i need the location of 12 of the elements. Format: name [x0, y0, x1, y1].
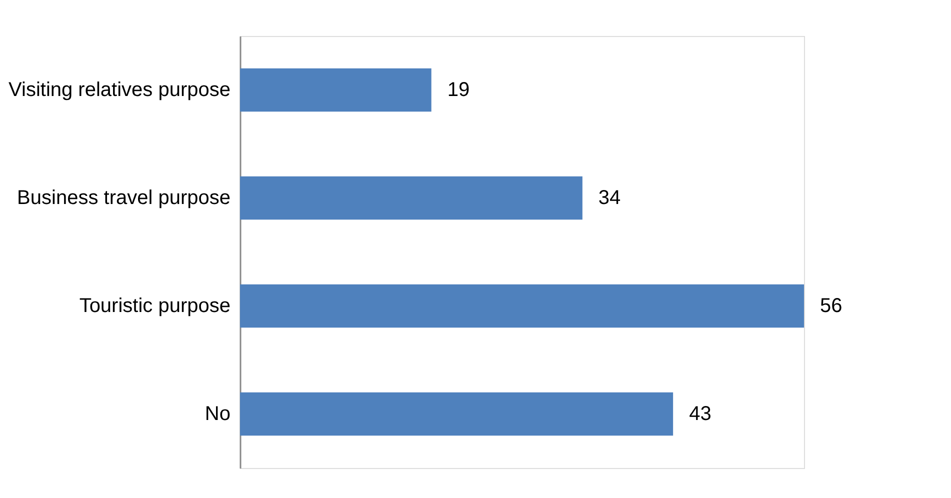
bar: [240, 284, 804, 328]
y-tick-label: Visiting relatives purpose: [8, 79, 230, 101]
data-label: 34: [598, 187, 621, 209]
bar: [240, 392, 674, 436]
bar: [240, 176, 582, 220]
y-tick-label: No: [204, 403, 230, 425]
y-tick-label: Business travel purpose: [17, 187, 230, 209]
data-label: 43: [689, 403, 712, 425]
y-tick-label: Touristic purpose: [79, 295, 230, 317]
data-label: 19: [447, 79, 470, 101]
data-label: 56: [820, 295, 842, 317]
bar: [240, 68, 432, 112]
